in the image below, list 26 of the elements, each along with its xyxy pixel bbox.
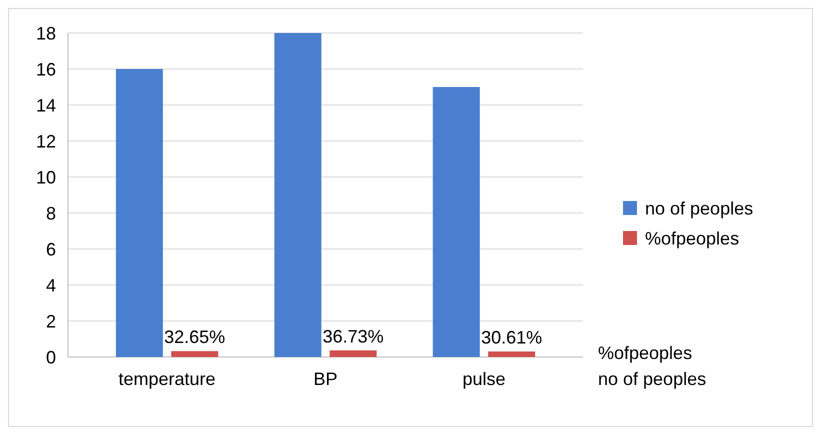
y-tick-label: 0 <box>46 347 56 368</box>
bar <box>274 33 322 357</box>
data-label: 36.73% <box>322 326 384 346</box>
x-tick-label: temperature <box>118 369 216 389</box>
legend-label: no of peoples <box>645 198 754 218</box>
data-label: 32.65% <box>164 327 226 348</box>
text: %ofpeoples <box>598 343 692 363</box>
y-tick-label: 18 <box>36 23 56 44</box>
y-tick-label: 16 <box>36 59 56 80</box>
bar <box>116 69 163 357</box>
text: no of peoples <box>598 369 706 389</box>
y-tick-label: 4 <box>46 275 56 296</box>
x-tick-label: BP <box>313 369 338 389</box>
y-tick-label: 12 <box>36 131 56 152</box>
bar <box>488 351 536 357</box>
y-tick-label: 10 <box>36 167 56 188</box>
data-label: 30.61% <box>481 327 542 348</box>
y-tick-label: 6 <box>46 239 56 260</box>
bar <box>171 351 218 357</box>
legend-label: %ofpeoples <box>645 228 740 248</box>
y-tick-label: 14 <box>36 95 56 116</box>
bar <box>330 350 377 357</box>
x-tick-label: pulse <box>462 369 506 389</box>
y-tick-label: 2 <box>46 311 56 332</box>
bar <box>432 87 480 357</box>
y-tick-label: 8 <box>46 203 56 224</box>
